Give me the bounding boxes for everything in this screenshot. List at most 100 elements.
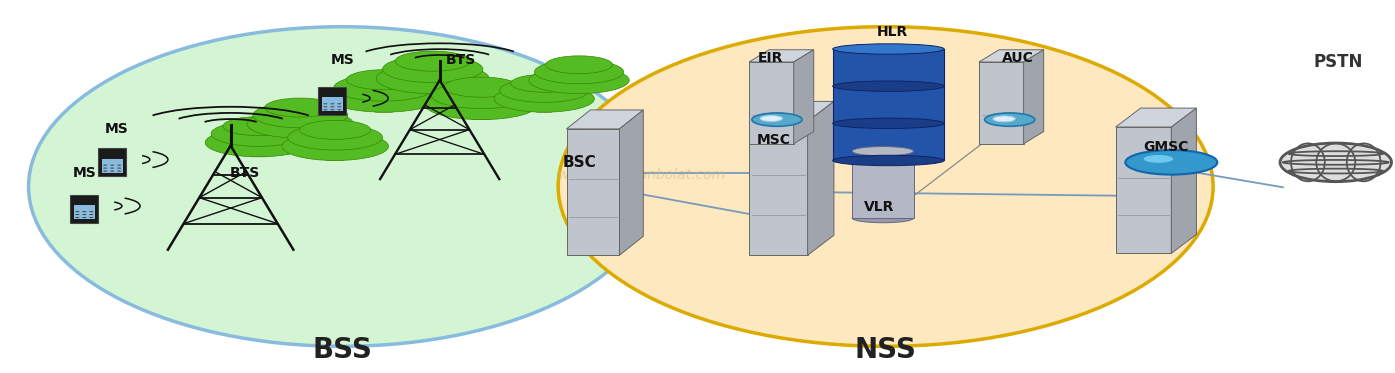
Text: BTS: BTS	[445, 53, 476, 67]
Polygon shape	[979, 50, 1043, 62]
Circle shape	[1144, 155, 1173, 163]
Circle shape	[89, 217, 93, 218]
Polygon shape	[1116, 127, 1172, 253]
Circle shape	[752, 113, 802, 126]
Text: AUC: AUC	[1002, 51, 1034, 65]
Ellipse shape	[558, 27, 1214, 346]
Text: www.umutcanbolat.com: www.umutcanbolat.com	[558, 168, 725, 182]
Circle shape	[89, 214, 93, 215]
Text: MS: MS	[105, 122, 128, 136]
Circle shape	[331, 109, 335, 110]
Polygon shape	[566, 110, 643, 129]
Text: GMSC: GMSC	[1143, 141, 1189, 154]
Polygon shape	[70, 195, 98, 223]
Circle shape	[103, 167, 107, 169]
Ellipse shape	[833, 81, 944, 91]
Polygon shape	[571, 80, 587, 94]
Circle shape	[328, 82, 441, 112]
Circle shape	[395, 51, 470, 71]
Circle shape	[287, 125, 382, 150]
Circle shape	[545, 56, 612, 74]
Circle shape	[117, 170, 121, 172]
Circle shape	[444, 77, 519, 97]
Circle shape	[331, 103, 335, 104]
Text: MSC: MSC	[757, 133, 791, 147]
Circle shape	[75, 217, 80, 218]
Polygon shape	[1172, 108, 1197, 253]
Polygon shape	[250, 142, 266, 157]
Circle shape	[993, 116, 1016, 122]
Circle shape	[211, 121, 306, 146]
Circle shape	[75, 214, 80, 215]
Ellipse shape	[833, 155, 944, 166]
Circle shape	[1126, 150, 1218, 175]
Circle shape	[110, 167, 114, 169]
Circle shape	[282, 132, 388, 160]
Circle shape	[338, 103, 342, 104]
Circle shape	[333, 74, 434, 101]
Circle shape	[82, 211, 86, 212]
Polygon shape	[1116, 108, 1197, 127]
Polygon shape	[375, 97, 393, 112]
Polygon shape	[74, 205, 95, 219]
Text: MS: MS	[73, 166, 96, 181]
Circle shape	[529, 67, 629, 94]
Circle shape	[324, 106, 328, 107]
Circle shape	[117, 167, 121, 169]
Circle shape	[223, 117, 294, 136]
Text: PSTN: PSTN	[1314, 53, 1363, 71]
Ellipse shape	[833, 118, 944, 129]
Polygon shape	[102, 159, 123, 173]
Text: BSS: BSS	[312, 336, 372, 364]
Text: NSS: NSS	[855, 336, 917, 364]
Circle shape	[494, 85, 594, 112]
Circle shape	[252, 103, 347, 128]
Polygon shape	[292, 124, 308, 138]
Circle shape	[324, 109, 328, 110]
Polygon shape	[473, 104, 490, 120]
Circle shape	[110, 170, 114, 172]
Polygon shape	[566, 129, 619, 255]
Polygon shape	[318, 87, 346, 115]
Circle shape	[331, 106, 335, 107]
Circle shape	[117, 164, 121, 166]
Polygon shape	[749, 62, 794, 144]
Polygon shape	[98, 148, 126, 176]
Circle shape	[760, 116, 783, 122]
Circle shape	[338, 109, 342, 110]
Circle shape	[499, 79, 589, 102]
Polygon shape	[808, 101, 834, 255]
Circle shape	[75, 211, 80, 212]
Polygon shape	[749, 50, 813, 62]
Circle shape	[511, 75, 578, 92]
Circle shape	[265, 98, 336, 117]
Circle shape	[103, 170, 107, 172]
Text: EIR: EIR	[757, 51, 783, 65]
Ellipse shape	[833, 44, 944, 54]
Text: MS: MS	[331, 53, 354, 67]
Circle shape	[89, 211, 93, 212]
Circle shape	[431, 82, 531, 109]
Circle shape	[338, 106, 342, 107]
Polygon shape	[794, 50, 813, 144]
Circle shape	[377, 63, 490, 94]
Circle shape	[82, 214, 86, 215]
Polygon shape	[322, 97, 343, 111]
Circle shape	[82, 217, 86, 218]
Circle shape	[300, 120, 371, 140]
Circle shape	[247, 110, 353, 138]
Ellipse shape	[1281, 143, 1392, 182]
Circle shape	[425, 90, 538, 120]
Polygon shape	[852, 151, 914, 218]
Ellipse shape	[852, 147, 914, 156]
Text: BTS: BTS	[229, 166, 259, 181]
Circle shape	[382, 56, 483, 82]
Text: BSC: BSC	[562, 155, 596, 170]
Polygon shape	[1024, 50, 1043, 144]
Ellipse shape	[28, 27, 656, 346]
Circle shape	[346, 70, 421, 90]
Polygon shape	[749, 122, 808, 255]
Circle shape	[110, 164, 114, 166]
Polygon shape	[326, 146, 343, 160]
Circle shape	[985, 113, 1035, 126]
